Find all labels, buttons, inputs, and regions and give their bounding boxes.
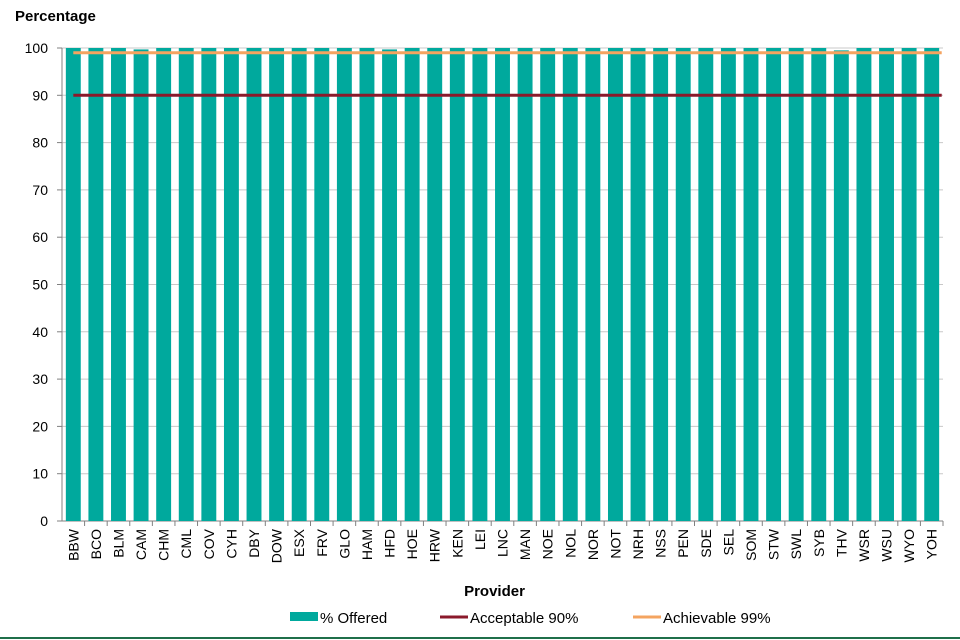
bar [630,48,646,521]
x-tick-label: HOE [404,529,420,559]
bar [449,48,465,521]
bar [720,48,736,521]
x-tick-label: SWL [788,529,804,560]
bar [856,48,872,521]
x-tick-label: KEN [449,529,465,558]
bar [201,48,217,521]
bar [833,50,849,522]
y-tick-label: 90 [32,87,48,103]
legend-label: Achievable 99% [663,610,771,627]
x-tick-label: ESX [291,528,307,557]
bar [540,48,556,521]
y-tick-label: 40 [32,324,48,340]
bar [178,48,194,521]
bar [359,48,375,521]
bar [653,48,669,521]
x-tick-label: THV [833,528,849,557]
x-tick-label: WSU [879,529,895,562]
y-tick-label: 50 [32,277,48,293]
bar [698,48,714,521]
x-tick-label: HAM [359,529,375,560]
y-tick-label: 0 [40,513,48,529]
bar [879,48,894,521]
y-tick-label: 20 [32,418,48,434]
x-tick-label: CHM [156,529,172,561]
bottom-divider [0,637,960,639]
bar [607,48,623,521]
bar [766,48,782,521]
y-tick-label: 70 [32,182,48,198]
bar [111,48,126,521]
x-tick-label: NRH [630,529,646,559]
bar [427,48,443,521]
x-tick-label: CAM [133,529,149,560]
bar [472,48,488,521]
bar [223,48,239,521]
x-tick-label: MAN [517,529,533,560]
bar [336,48,352,521]
x-tick-label: NOR [585,529,601,560]
x-tick-label: WYO [901,529,917,563]
x-tick-label: LNC [495,529,511,557]
y-tick-label: 60 [32,229,48,245]
x-tick-label: SEL [720,529,736,556]
y-tick-label: 10 [32,466,48,482]
x-tick-label: PEN [675,529,691,558]
y-tick-label: 100 [25,40,49,56]
x-tick-label: GLO [336,529,352,559]
x-tick-label: CML [178,529,194,559]
bar [901,48,917,521]
bar [788,48,804,521]
bar [314,48,330,521]
x-tick-label: COV [201,528,217,559]
bar [382,49,398,521]
x-tick-label: NOE [540,529,556,559]
x-axis-title: Provider [464,583,525,600]
x-tick-label: BLM [110,529,126,558]
bar [517,48,533,521]
x-tick-label: NOL [562,529,578,558]
x-tick-label: YOH [924,529,940,559]
x-tick-label: SYB [811,529,827,557]
bar [65,48,81,521]
x-tick-label: DOW [269,528,285,563]
x-tick-label: BCO [88,529,104,559]
x-tick-label: HFD [382,529,398,558]
bar [269,48,285,521]
bar [156,48,172,521]
x-tick-label: HRW [427,528,443,562]
x-tick-label: FRV [314,528,330,556]
x-tick-label: LEI [472,529,488,550]
bar [811,48,827,521]
bar [246,48,262,521]
x-tick-label: SOM [743,529,759,561]
bar [675,48,691,521]
bar [562,48,578,521]
x-tick-label: NSS [653,529,669,558]
bar [88,48,104,521]
bar [495,48,510,521]
x-tick-label: WSR [856,529,872,562]
bar [404,48,420,521]
x-tick-label: SDE [698,529,714,558]
x-tick-label: BBW [65,528,81,561]
y-axis-title: Percentage [15,8,96,25]
legend-label: Acceptable 90% [470,610,578,627]
legend-swatch [290,612,318,621]
bar [924,48,940,521]
x-tick-label: DBY [246,528,262,557]
bar [743,48,759,521]
x-tick-label: CYH [223,529,239,559]
bar [133,49,149,521]
y-tick-label: 80 [32,135,48,151]
legend-label: % Offered [320,610,387,627]
bar [585,48,601,521]
y-tick-label: 30 [32,371,48,387]
x-tick-label: NOT [607,529,623,559]
bar [291,48,307,521]
x-tick-label: STW [766,528,782,560]
